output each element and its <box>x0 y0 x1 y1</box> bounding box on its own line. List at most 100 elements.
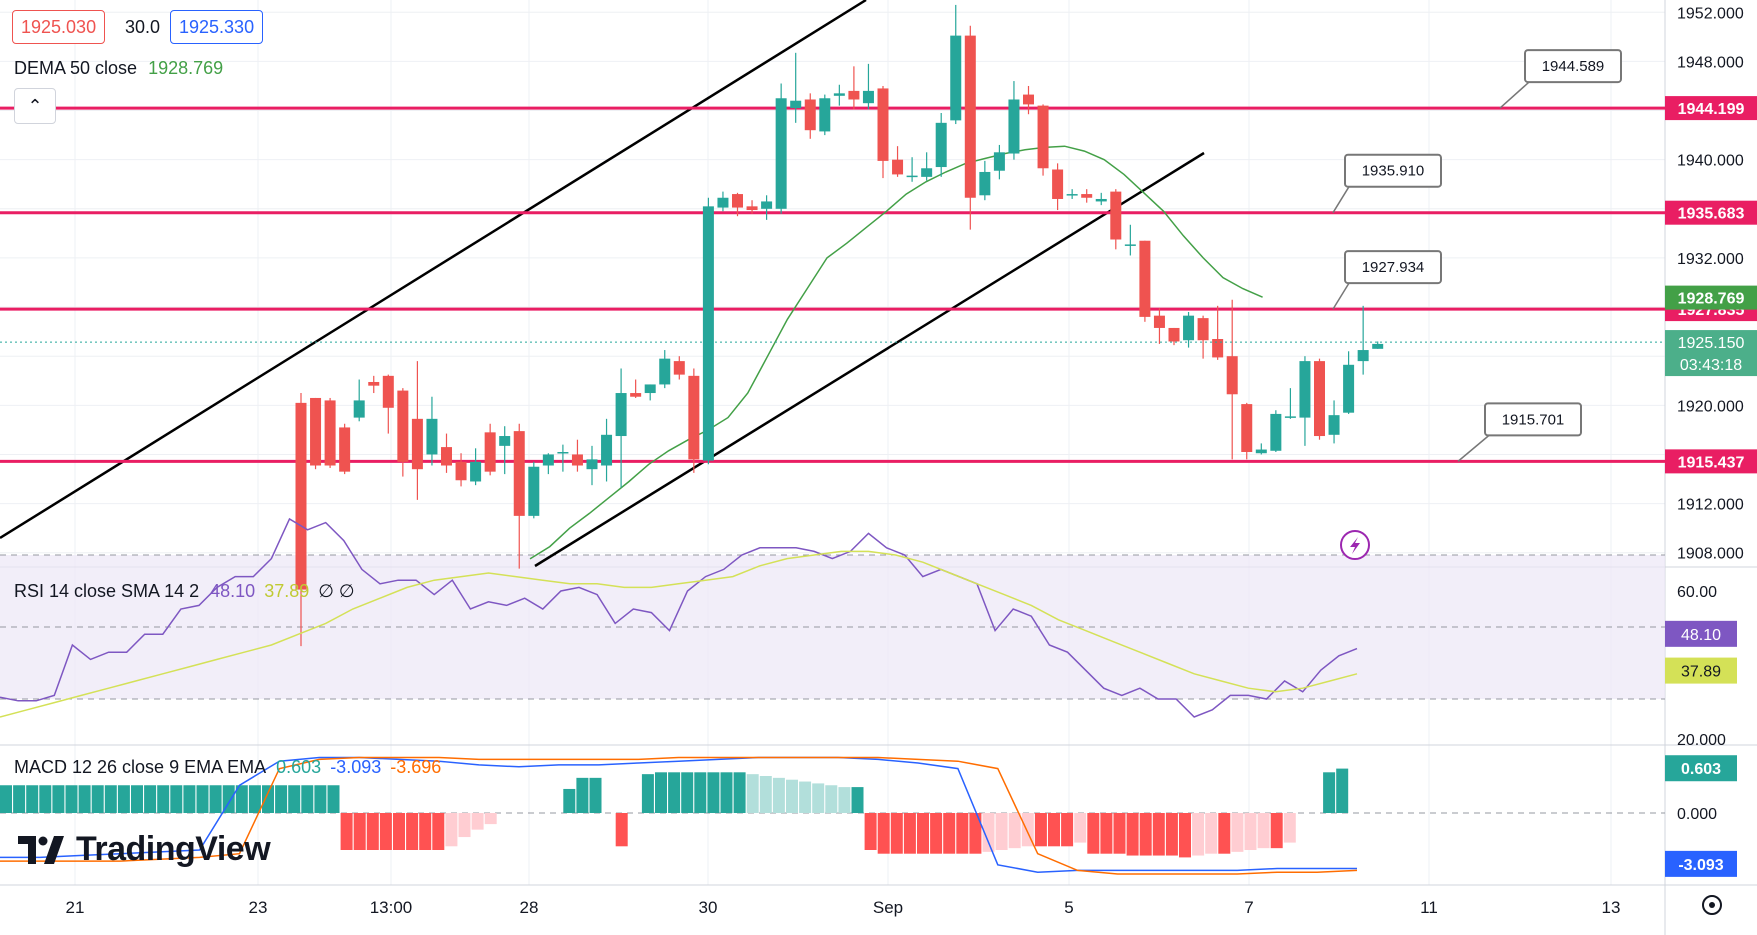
candle-body <box>644 384 656 394</box>
candle-body <box>877 88 889 161</box>
macd-line-badge <box>1665 850 1737 877</box>
macd-hist-bar <box>1074 813 1087 843</box>
macd-hist-bar <box>694 772 707 813</box>
candle-body <box>702 206 714 461</box>
current-price-label: 1925.150 <box>1678 335 1745 352</box>
time-tick-label: 21 <box>66 898 85 917</box>
macd-hist-bar <box>655 772 667 813</box>
callout-box <box>1344 153 1442 188</box>
tradingview-logo[interactable]: TradingView <box>18 830 271 869</box>
macd-hist-bar <box>248 785 261 813</box>
macd-hist-bar <box>969 813 982 854</box>
macd-hist-bar <box>65 785 78 813</box>
price-tick-label: 1940.000 <box>1677 153 1744 170</box>
candle-body <box>1241 404 1253 452</box>
macd-hist-bar <box>0 785 12 813</box>
callout-label: 1927.934 <box>1362 259 1425 276</box>
macd-hist-bar <box>471 813 484 830</box>
settings-icon[interactable] <box>1702 895 1722 915</box>
candle-body <box>804 99 816 131</box>
callout-leader <box>1499 81 1530 109</box>
candle-body <box>819 98 831 132</box>
rsi-sma-series-line <box>0 550 1358 718</box>
level-price-badge <box>1665 200 1757 225</box>
macd-hist-bar <box>1113 813 1126 854</box>
candle-body <box>1124 244 1136 246</box>
candle-body <box>441 447 452 466</box>
callout-label: 1915.701 <box>1502 411 1565 428</box>
macd-hist-bar <box>327 785 340 813</box>
callout-box <box>1524 49 1622 84</box>
level-price-label: 1944.199 <box>1678 101 1745 118</box>
bid-price[interactable]: 1925.030 <box>12 10 106 44</box>
level-price-badge <box>1665 449 1757 474</box>
macd-hist-bar <box>445 813 458 847</box>
macd-hist-bar <box>484 813 497 825</box>
macd-hist-bar <box>117 785 130 813</box>
candle-body <box>310 397 322 466</box>
candle-body <box>964 35 976 198</box>
macd-hist-bar <box>209 785 222 813</box>
callout-label: 1944.589 <box>1542 58 1605 75</box>
macd-hist-bar <box>890 813 903 854</box>
alert-icon[interactable] <box>1340 530 1370 560</box>
candle-body <box>790 100 802 109</box>
horizontal-levels[interactable] <box>0 106 1665 463</box>
dema-line <box>529 145 1263 560</box>
macd-hist-bar <box>406 813 419 850</box>
candle-body <box>1197 318 1209 341</box>
price-tick-label: 1912.000 <box>1677 497 1744 514</box>
trend-channel[interactable] <box>0 0 1205 568</box>
countdown-label: 03:43:18 <box>1680 357 1742 374</box>
candle-body <box>1139 240 1151 317</box>
macd-hist-bar <box>222 785 235 813</box>
macd-hist-bar <box>851 787 864 813</box>
candle-body <box>746 206 758 211</box>
collapse-legend-button[interactable]: ⌃ <box>14 88 56 124</box>
dema-badge <box>1665 285 1757 310</box>
candle-body <box>993 152 1005 171</box>
macd-histogram <box>0 768 1349 858</box>
rsi-value-label: 48.10 <box>1681 627 1721 644</box>
dema-label: DEMA 50 close <box>14 58 138 78</box>
callout-leader <box>1457 434 1490 462</box>
macd-legend: MACD 12 26 close 9 EMA EMA 0.603 -3.093 … <box>14 757 441 778</box>
candle-body <box>426 418 438 455</box>
candle-body <box>673 361 685 375</box>
macd-lines <box>0 756 1358 875</box>
grid <box>0 0 1665 885</box>
macd-hist-bar <box>196 785 209 813</box>
candle-body <box>848 90 860 100</box>
rsi-sma-legend-value: 37.89 <box>264 581 310 601</box>
time-axis[interactable]: 21 23 13:00 28 30 Sep 5 7 11 13 <box>66 898 1621 917</box>
price-axis[interactable]: 1952.0001948.0001944.0001940.0001936.000… <box>1677 5 1744 823</box>
candle-body <box>1226 356 1238 395</box>
macd-hist-bar <box>930 813 943 854</box>
candle-body <box>775 98 787 209</box>
time-tick-label: 7 <box>1244 898 1253 917</box>
rsi-legend-extra: ∅ ∅ <box>318 581 355 601</box>
candle-body <box>601 434 613 466</box>
current-price-badge <box>1665 330 1757 377</box>
macd-hist-bar <box>877 813 890 854</box>
macd-hist-badge <box>1665 755 1737 782</box>
macd-hist-bar <box>1061 813 1074 847</box>
candle-body <box>339 427 351 472</box>
macd-hist-bar <box>759 776 772 813</box>
candle-body <box>1081 194 1093 198</box>
ask-price[interactable]: 1925.330 <box>170 10 264 44</box>
macd-tick-label: 0.000 <box>1677 806 1717 823</box>
rsi-tick-label: 60.00 <box>1677 584 1717 601</box>
tradingview-logo-text: TradingView <box>76 830 271 868</box>
price-callouts[interactable]: 1944.589 1935.910 1927.934 1915.701 <box>1332 49 1622 462</box>
candle-body <box>586 459 598 470</box>
macd-hist-bar <box>1283 813 1296 843</box>
macd-hist-bar <box>825 785 838 813</box>
time-tick-label: Sep <box>873 898 903 917</box>
time-tick-label: 11 <box>1420 898 1438 917</box>
macd-hist-bar <box>1205 813 1218 854</box>
macd-hist-badge-label: 0.603 <box>1681 761 1721 778</box>
price-tick-label: 1952.000 <box>1677 5 1744 22</box>
price-tick-label: 1920.000 <box>1677 398 1744 415</box>
